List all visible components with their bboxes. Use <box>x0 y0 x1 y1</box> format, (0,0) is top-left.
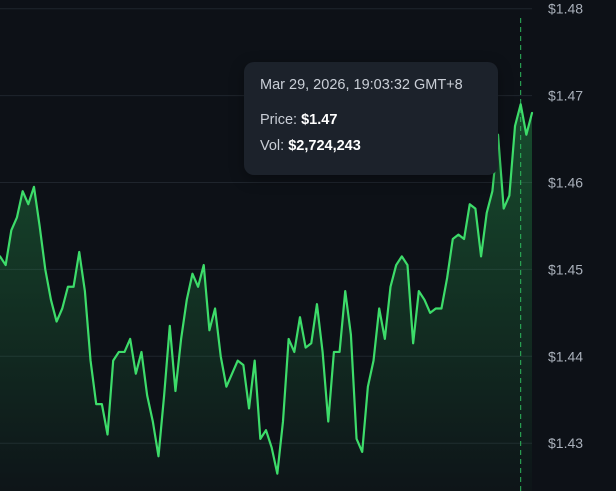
tooltip-price-label: Price: <box>260 111 298 128</box>
price-tooltip: Mar 29, 2026, 19:03:32 GMT+8 Price: $1.4… <box>244 62 498 175</box>
tooltip-vol-label: Vol: <box>260 138 285 154</box>
price-line[interactable] <box>0 103 534 475</box>
y-axis: $1.48 $1.47 $1.46 $1.45 $1.44 $1.43 <box>548 1 583 452</box>
price-area <box>0 104 532 491</box>
tooltip-vol-row: Vol: $2,724,243 <box>260 139 482 154</box>
tooltip-date: Mar 29, 2026, 19:03:32 GMT+8 <box>260 77 463 93</box>
y-tick-label: $1.44 <box>548 348 583 364</box>
y-tick-label: $1.46 <box>548 174 583 190</box>
y-tick-label: $1.43 <box>548 435 583 451</box>
tooltip-price-value: $1.47 <box>301 111 338 128</box>
tooltip-vol-value: $2,724,243 <box>288 138 361 154</box>
y-tick-label: $1.48 <box>548 1 583 17</box>
tooltip-price-row: Price: $1.47 <box>260 111 482 128</box>
y-tick-label: $1.47 <box>548 88 583 104</box>
y-tick-label: $1.45 <box>548 261 583 277</box>
